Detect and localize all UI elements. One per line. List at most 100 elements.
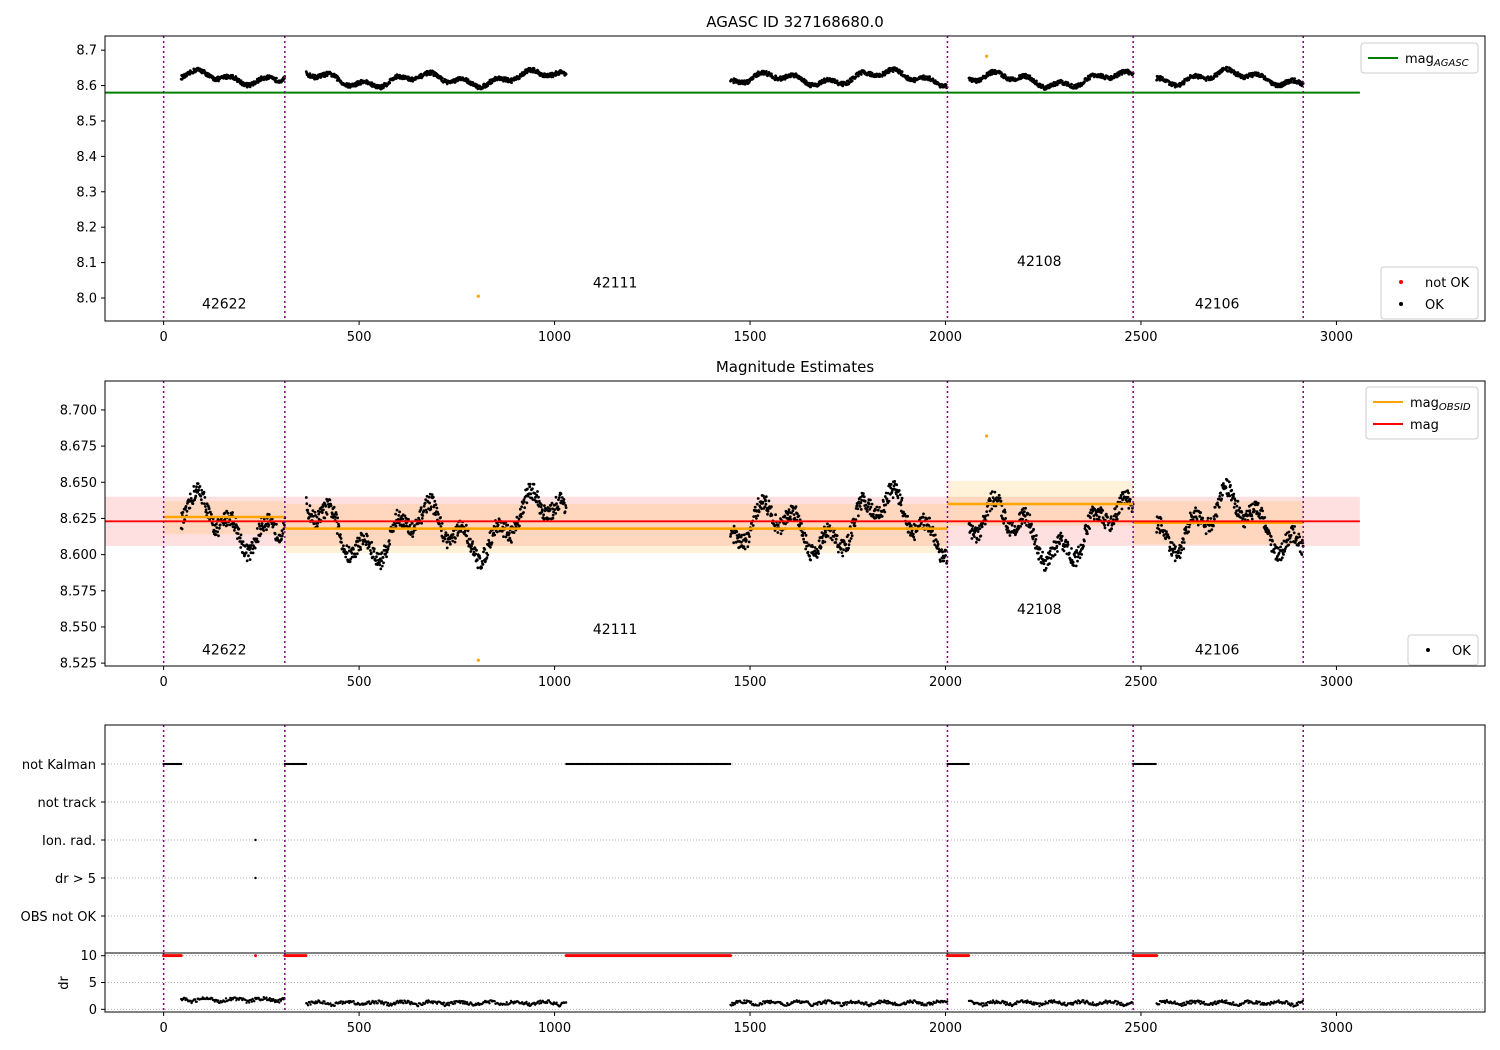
data-point xyxy=(979,79,983,83)
data-point xyxy=(332,505,336,509)
data-point xyxy=(748,535,751,538)
data-point xyxy=(347,545,351,549)
data-point xyxy=(1236,71,1240,74)
data-point xyxy=(1179,545,1183,549)
data-point xyxy=(354,555,358,559)
data-point xyxy=(429,507,433,511)
data-point xyxy=(979,534,983,538)
data-point xyxy=(1212,524,1215,528)
data-point xyxy=(751,77,755,80)
data-point xyxy=(1213,505,1217,509)
data-point xyxy=(874,508,877,512)
dr-clipped-point xyxy=(1155,954,1159,958)
data-point xyxy=(210,512,213,516)
data-point xyxy=(239,546,243,549)
data-point xyxy=(206,511,209,515)
data-point xyxy=(834,541,838,544)
data-point xyxy=(1035,534,1038,537)
data-point xyxy=(1030,522,1033,526)
data-point xyxy=(1215,74,1219,78)
data-point xyxy=(1083,539,1086,543)
data-point xyxy=(1293,525,1296,528)
data-point xyxy=(985,510,989,513)
data-point xyxy=(1067,551,1071,555)
data-point xyxy=(755,502,759,506)
data-point xyxy=(1201,516,1205,520)
data-point xyxy=(248,558,252,561)
data-point xyxy=(555,502,558,506)
dr-point xyxy=(195,1000,198,1003)
y-tick-label: 8.4 xyxy=(76,150,97,165)
y-tick-label: 8.650 xyxy=(60,476,97,491)
data-point xyxy=(1019,525,1022,528)
data-point xyxy=(232,522,236,526)
data-point xyxy=(260,522,264,525)
data-point xyxy=(1060,539,1064,542)
data-point xyxy=(204,505,207,508)
data-point xyxy=(1194,506,1197,510)
data-point xyxy=(455,523,459,527)
data-point xyxy=(482,550,485,554)
data-point xyxy=(981,522,985,525)
data-point xyxy=(793,516,797,520)
data-point xyxy=(927,524,931,527)
data-point xyxy=(318,510,321,514)
data-point xyxy=(496,523,500,527)
dr-point xyxy=(352,1000,355,1003)
data-point xyxy=(382,86,385,89)
data-point xyxy=(931,77,935,81)
data-point xyxy=(364,543,368,547)
data-point xyxy=(1167,536,1171,540)
data-point xyxy=(237,527,241,531)
data-point xyxy=(476,566,480,570)
data-point xyxy=(866,510,869,513)
data-point xyxy=(1280,556,1284,560)
data-point xyxy=(440,522,444,525)
data-point xyxy=(770,513,774,517)
data-point xyxy=(922,512,925,516)
data-point xyxy=(1041,550,1044,554)
data-point xyxy=(1109,515,1113,518)
data-point xyxy=(181,511,185,514)
data-point xyxy=(558,496,561,499)
data-point xyxy=(1048,562,1051,566)
flag-category-label: not Kalman xyxy=(22,758,96,773)
data-point xyxy=(305,502,309,506)
data-point xyxy=(483,548,487,551)
data-point xyxy=(281,532,285,535)
data-point xyxy=(202,490,206,494)
data-point xyxy=(1056,83,1059,87)
data-point xyxy=(755,517,758,520)
legend-marker xyxy=(1399,302,1403,306)
data-point xyxy=(336,516,340,520)
data-point xyxy=(1251,502,1255,506)
data-point xyxy=(380,551,384,554)
data-point xyxy=(809,558,812,562)
data-point xyxy=(936,542,940,546)
data-point xyxy=(804,534,808,537)
data-point xyxy=(857,74,860,78)
data-point xyxy=(805,541,809,544)
data-point xyxy=(928,75,931,78)
data-point xyxy=(1074,564,1078,568)
data-point xyxy=(744,538,748,542)
data-point xyxy=(218,523,222,527)
data-point xyxy=(1072,86,1076,90)
data-point xyxy=(1103,523,1106,527)
data-point xyxy=(1228,494,1232,498)
data-point xyxy=(1287,543,1291,547)
data-point xyxy=(747,540,751,544)
data-point xyxy=(265,528,268,532)
data-point xyxy=(1034,538,1038,541)
data-point xyxy=(939,560,942,563)
data-point xyxy=(933,533,937,537)
data-point xyxy=(972,535,976,538)
data-point xyxy=(537,495,540,499)
data-point xyxy=(847,543,851,547)
data-point xyxy=(761,500,765,504)
data-point xyxy=(551,516,555,520)
data-point xyxy=(518,507,522,511)
data-point xyxy=(869,505,873,509)
data-point xyxy=(421,514,425,517)
data-point xyxy=(743,547,747,551)
